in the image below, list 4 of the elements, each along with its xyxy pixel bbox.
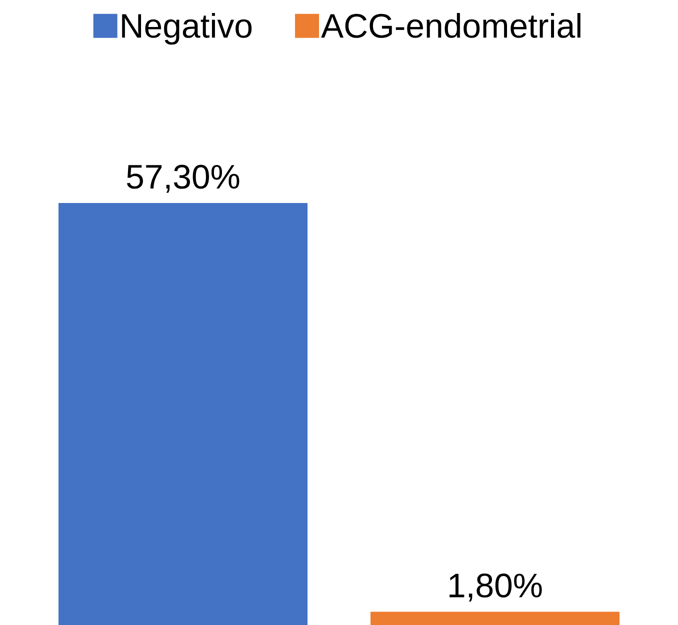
legend-label: Negativo	[122, 13, 252, 45]
data-label: 57,30%	[126, 164, 240, 193]
data-label: 1,80%	[450, 574, 542, 602]
legend-label: ACG-endometrial	[321, 13, 580, 38]
